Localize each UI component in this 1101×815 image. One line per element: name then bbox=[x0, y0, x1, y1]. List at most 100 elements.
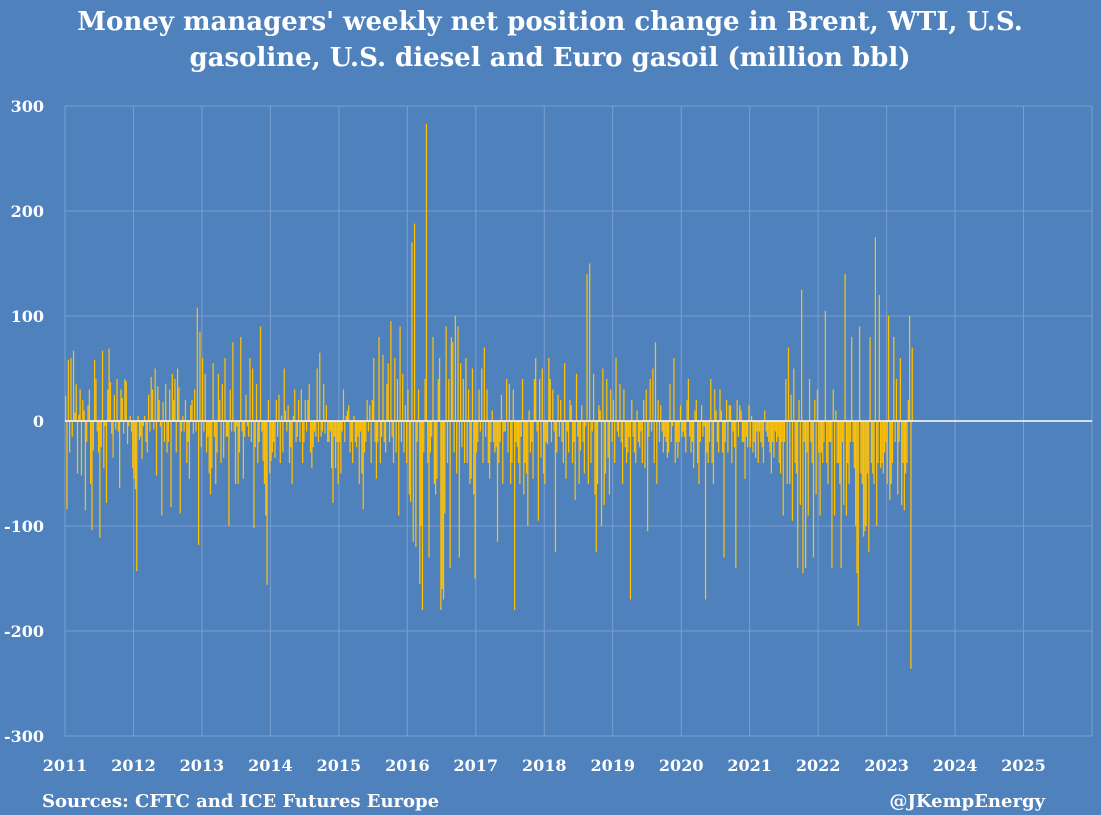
bar bbox=[806, 421, 808, 453]
x-tick-label: 2024 bbox=[933, 756, 978, 775]
bar bbox=[898, 421, 900, 442]
bar bbox=[874, 237, 876, 421]
bar bbox=[781, 421, 783, 442]
bar bbox=[229, 389, 231, 421]
bar bbox=[515, 421, 517, 442]
bar bbox=[371, 400, 374, 421]
bar bbox=[485, 421, 487, 437]
bar bbox=[645, 389, 647, 421]
bar bbox=[100, 421, 102, 448]
bar bbox=[756, 421, 758, 432]
bar bbox=[158, 400, 160, 421]
bar bbox=[779, 421, 782, 474]
bar bbox=[435, 421, 437, 495]
bar bbox=[225, 421, 227, 437]
bar bbox=[845, 421, 848, 516]
bar bbox=[91, 421, 93, 531]
bar bbox=[632, 421, 634, 437]
bar bbox=[462, 379, 464, 421]
bar bbox=[736, 400, 738, 421]
bar bbox=[352, 421, 354, 463]
bar bbox=[65, 395, 67, 421]
bar bbox=[448, 379, 450, 421]
bar bbox=[396, 379, 399, 421]
bar bbox=[702, 421, 704, 437]
bar bbox=[359, 421, 362, 432]
bar bbox=[278, 394, 280, 421]
bar bbox=[294, 389, 296, 421]
bar bbox=[486, 389, 488, 421]
bar bbox=[200, 421, 202, 448]
bar bbox=[637, 421, 640, 442]
bar bbox=[292, 415, 295, 421]
bar bbox=[483, 347, 485, 421]
bar bbox=[803, 421, 805, 442]
bar bbox=[640, 421, 642, 432]
bar bbox=[230, 421, 233, 432]
bar bbox=[92, 421, 94, 451]
bar bbox=[611, 421, 613, 442]
bar bbox=[234, 421, 237, 484]
bar bbox=[375, 421, 377, 479]
chart-title-line-2: gasoline, U.S. diesel and Euro gasoil (m… bbox=[189, 43, 910, 73]
bar bbox=[744, 421, 746, 479]
bar bbox=[727, 421, 729, 453]
bar bbox=[891, 421, 894, 463]
bar bbox=[833, 421, 836, 516]
bar bbox=[390, 321, 392, 421]
bar bbox=[404, 405, 406, 421]
bar bbox=[593, 373, 595, 421]
bar bbox=[257, 421, 259, 463]
bar bbox=[68, 421, 71, 453]
bar bbox=[682, 421, 684, 432]
bar bbox=[304, 400, 306, 421]
bar bbox=[269, 421, 271, 474]
bar bbox=[621, 421, 624, 484]
bar bbox=[908, 316, 911, 421]
bar bbox=[411, 242, 413, 421]
bar bbox=[154, 368, 156, 421]
bar bbox=[552, 389, 554, 421]
bar bbox=[828, 421, 830, 442]
bar bbox=[575, 373, 578, 421]
bar bbox=[120, 389, 122, 421]
bar bbox=[412, 421, 414, 542]
bar bbox=[358, 421, 360, 484]
bar bbox=[424, 379, 426, 421]
x-tick-label: 2018 bbox=[522, 756, 567, 775]
bar bbox=[631, 400, 633, 421]
bar bbox=[558, 421, 561, 437]
bar bbox=[797, 421, 799, 568]
bar bbox=[103, 421, 105, 469]
bar bbox=[313, 421, 316, 432]
bar bbox=[332, 421, 334, 503]
bar bbox=[706, 421, 708, 453]
bar bbox=[279, 421, 281, 463]
bar bbox=[665, 421, 667, 442]
bar bbox=[644, 421, 646, 469]
bar bbox=[712, 421, 715, 484]
bar bbox=[731, 421, 733, 463]
bar bbox=[207, 421, 209, 437]
bar bbox=[381, 421, 383, 437]
bar bbox=[128, 421, 130, 427]
bar bbox=[265, 421, 267, 516]
bar bbox=[72, 350, 75, 421]
bar bbox=[694, 410, 696, 421]
bar bbox=[666, 421, 668, 458]
bar bbox=[807, 421, 809, 516]
bar bbox=[557, 394, 559, 421]
bar bbox=[254, 421, 256, 448]
bar bbox=[133, 421, 135, 479]
bar bbox=[725, 400, 728, 421]
bar bbox=[636, 410, 638, 421]
x-tick-label: 2022 bbox=[796, 756, 841, 775]
bar bbox=[740, 410, 742, 421]
bar bbox=[99, 421, 101, 538]
bar bbox=[295, 421, 297, 442]
bar bbox=[565, 421, 567, 479]
bar bbox=[836, 421, 838, 463]
bar bbox=[670, 421, 672, 442]
bar bbox=[862, 421, 865, 537]
